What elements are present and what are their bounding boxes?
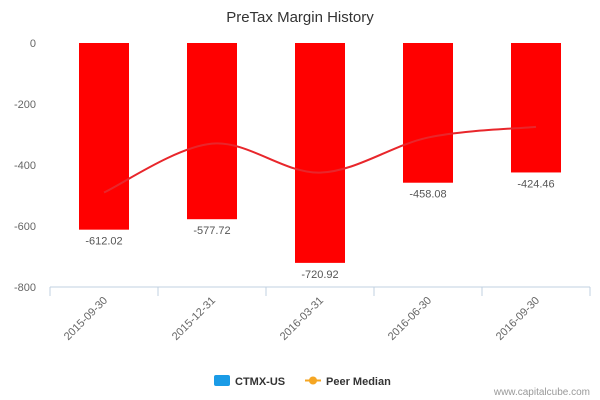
data-label: -458.08 bbox=[409, 189, 446, 201]
x-tick-label: 2015-09-30 bbox=[62, 295, 110, 343]
chart-title: PreTax Margin History bbox=[226, 9, 374, 26]
data-label: -424.46 bbox=[517, 178, 554, 190]
y-tick-label: 0 bbox=[30, 38, 36, 50]
bar bbox=[295, 43, 345, 263]
y-tick-label: -200 bbox=[14, 99, 36, 111]
data-label: -720.92 bbox=[301, 269, 338, 281]
bar-series-ctmx bbox=[79, 43, 561, 263]
peer-median-line bbox=[103, 125, 537, 194]
bar bbox=[403, 43, 453, 183]
legend-label-ctmx: CTMX-US bbox=[235, 376, 285, 388]
chart-legend[interactable]: CTMX-US Peer Median bbox=[214, 375, 391, 388]
bar bbox=[511, 43, 561, 173]
y-tick-label: -600 bbox=[14, 221, 36, 233]
y-tick-label: -800 bbox=[14, 282, 36, 294]
legend-marker-peer-median bbox=[309, 376, 317, 385]
bar bbox=[187, 43, 237, 220]
x-tick-label: 2015-12-31 bbox=[170, 295, 218, 343]
x-tick-label: 2016-09-30 bbox=[494, 295, 542, 343]
data-label: -612.02 bbox=[85, 236, 122, 248]
credit-text: www.capitalcube.com bbox=[493, 387, 590, 398]
x-tick-label: 2016-03-31 bbox=[278, 295, 326, 343]
legend-label-peer-median: Peer Median bbox=[326, 376, 391, 388]
legend-swatch-ctmx bbox=[214, 375, 230, 386]
line-series-peer-median bbox=[103, 125, 537, 194]
x-tick-label: 2016-06-30 bbox=[386, 295, 434, 343]
legend-item-ctmx[interactable]: CTMX-US bbox=[214, 375, 285, 388]
data-labels: -612.02 -577.72 -720.92 -458.08 -424.46 bbox=[85, 178, 554, 280]
data-label: -577.72 bbox=[193, 225, 230, 237]
y-axis: 0 -200 -400 -600 -800 bbox=[14, 38, 36, 294]
legend-item-peer-median[interactable]: Peer Median bbox=[305, 376, 391, 388]
bar bbox=[79, 43, 129, 230]
x-axis: 2015-09-30 2015-12-31 2016-03-31 2016-06-30… bbox=[49, 286, 591, 343]
y-tick-label: -400 bbox=[14, 160, 36, 172]
